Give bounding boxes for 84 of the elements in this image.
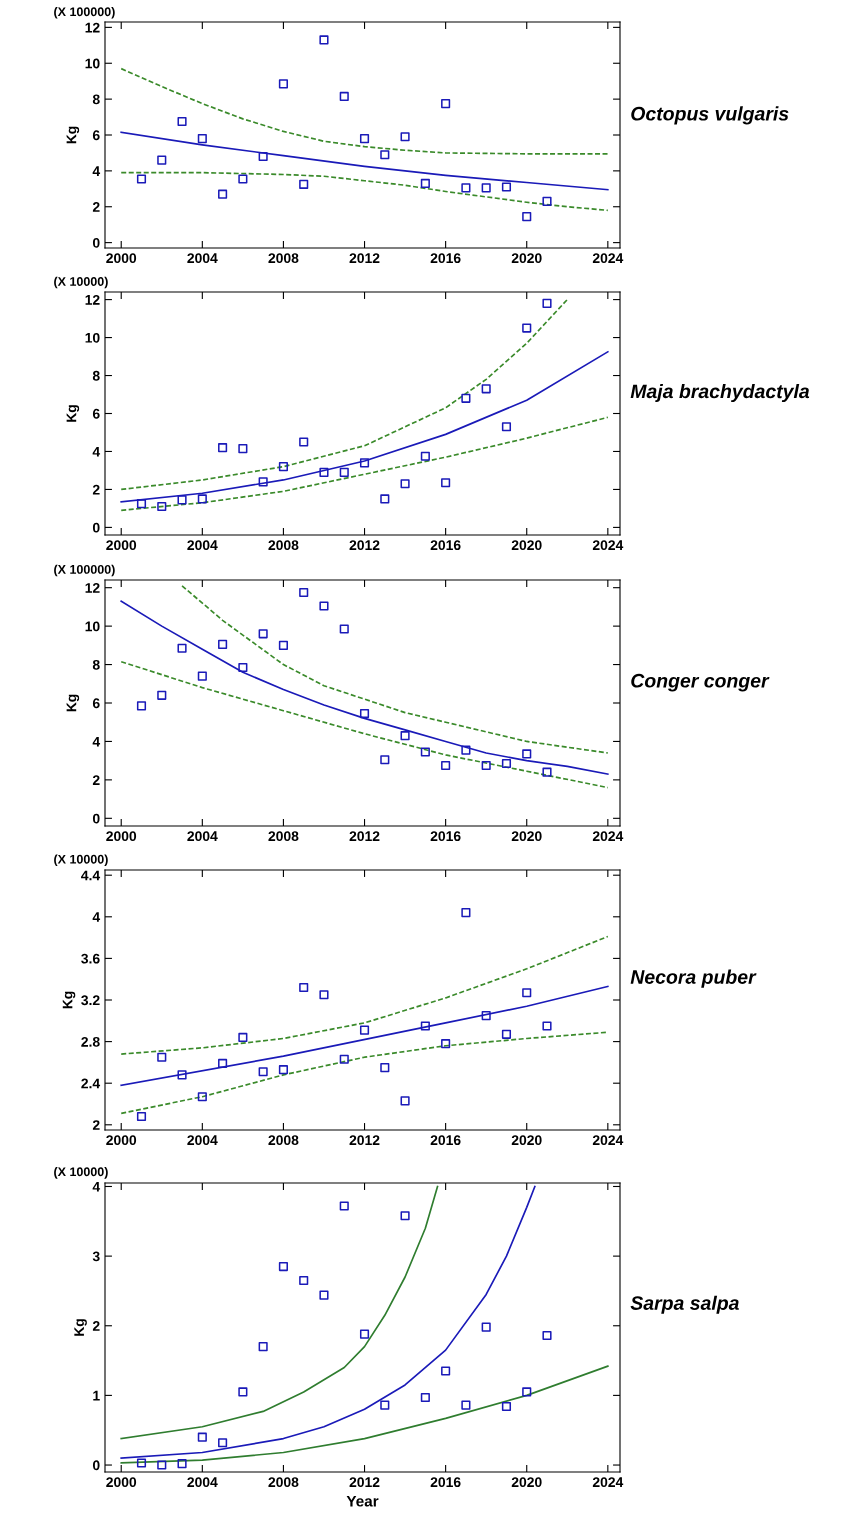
y-tick-label: 0 xyxy=(92,522,100,533)
x-tick-label: 2008 xyxy=(268,540,299,551)
x-tick-label: 2008 xyxy=(268,1477,299,1488)
y-tick-label: 3.2 xyxy=(81,995,100,1006)
y-tick-label: 0 xyxy=(92,1460,100,1471)
x-tick-label: 2020 xyxy=(511,253,542,264)
x-tick-label: 2016 xyxy=(430,1477,461,1488)
text: Octopus vulgaris xyxy=(631,106,789,125)
x-tick-label: 2016 xyxy=(430,831,461,842)
x-tick-label: 2020 xyxy=(511,540,542,551)
x-tick-label: 2024 xyxy=(592,540,624,551)
x-tick-label: 2004 xyxy=(187,253,218,264)
y-tick-label: 0 xyxy=(92,237,100,248)
y-tick-label: 2 xyxy=(92,775,100,785)
y-tick-label: 12 xyxy=(85,22,100,33)
y-tick-label: 6 xyxy=(92,408,100,419)
text: (X 100000) xyxy=(54,564,115,577)
y-tick-label: 4 xyxy=(92,1181,101,1192)
text: Maja brachydactyla xyxy=(630,383,810,403)
x-tick-label: 2008 xyxy=(268,1135,299,1146)
x-tick-label: 2012 xyxy=(349,1135,380,1146)
x-tick-label: 2004 xyxy=(187,831,218,842)
x-tick-label: 2012 xyxy=(349,831,380,842)
x-tick-label: 2004 xyxy=(187,1135,218,1146)
y-tick-label: 3 xyxy=(92,1251,100,1262)
y-tick-label: 4 xyxy=(92,912,101,922)
x-tick-label: 2024 xyxy=(592,1135,624,1146)
x-tick-label: 2012 xyxy=(349,540,380,551)
text: (X 10000) xyxy=(54,854,108,867)
x-tick-label: 2016 xyxy=(430,253,461,264)
x-tick-label: 2020 xyxy=(511,1477,542,1488)
x-tick-label: 2016 xyxy=(430,540,461,551)
x-tick-label: 2024 xyxy=(592,831,624,842)
x-tick-label: 2024 xyxy=(592,1477,624,1488)
y-tick-label: 6 xyxy=(92,698,100,709)
text: Necora puber xyxy=(630,969,757,988)
x-tick-label: 2004 xyxy=(187,1477,218,1488)
y-tick-label: 2 xyxy=(92,1120,100,1130)
y-axis-title: Kg xyxy=(66,405,80,422)
y-tick-label: 2 xyxy=(92,484,100,495)
y-tick-label: 1 xyxy=(93,1390,100,1401)
y-tick-label: 3.6 xyxy=(81,953,100,964)
text: (X 10000) xyxy=(54,1167,108,1179)
y-tick-label: 0 xyxy=(92,813,100,824)
x-tick-label: 2020 xyxy=(511,831,542,842)
y-tick-label: 4.4 xyxy=(81,870,101,881)
y-tick-label: 12 xyxy=(85,583,100,593)
x-tick-label: 2000 xyxy=(106,540,137,551)
x-tick-label: 2000 xyxy=(106,1135,137,1146)
text: Sarpa salpa xyxy=(630,1295,739,1314)
x-axis-title: Year xyxy=(346,1495,379,1507)
y-tick-label: 4 xyxy=(92,736,101,747)
x-tick-label: 2000 xyxy=(106,253,137,264)
y-tick-label: 10 xyxy=(85,332,100,343)
x-tick-label: 2008 xyxy=(268,831,299,842)
x-tick-label: 2024 xyxy=(592,253,624,264)
y-axis-title: Kg xyxy=(66,126,80,144)
y-tick-label: 8 xyxy=(92,659,100,670)
text: (X 10000) xyxy=(54,276,108,289)
x-tick-label: 2012 xyxy=(349,253,380,264)
x-tick-label: 2012 xyxy=(349,1477,380,1488)
y-axis-title: Kg xyxy=(74,1319,87,1336)
y-axis-title: Kg xyxy=(62,991,76,1009)
x-tick-label: 2000 xyxy=(106,831,137,842)
y-tick-label: 12 xyxy=(85,294,100,305)
y-tick-label: 8 xyxy=(92,370,100,381)
y-tick-label: 10 xyxy=(85,58,100,69)
x-tick-label: 2000 xyxy=(106,1477,137,1488)
y-tick-label: 2.4 xyxy=(81,1078,101,1089)
x-tick-label: 2008 xyxy=(268,253,299,264)
text: (X 100000) xyxy=(54,6,115,19)
x-tick-label: 2016 xyxy=(430,1135,461,1146)
y-axis-title: Kg xyxy=(66,694,80,712)
y-tick-label: 6 xyxy=(92,130,100,141)
y-tick-label: 8 xyxy=(92,94,100,105)
y-tick-label: 2.8 xyxy=(81,1036,100,1047)
y-tick-label: 4 xyxy=(92,446,101,457)
y-tick-label: 4 xyxy=(92,166,101,176)
y-tick-label: 2 xyxy=(92,1321,100,1331)
x-tick-label: 2004 xyxy=(187,540,218,551)
y-tick-label: 2 xyxy=(92,202,100,212)
y-tick-label: 10 xyxy=(85,621,100,632)
text: Conger conger xyxy=(631,673,770,692)
x-tick-label: 2020 xyxy=(511,1135,542,1146)
